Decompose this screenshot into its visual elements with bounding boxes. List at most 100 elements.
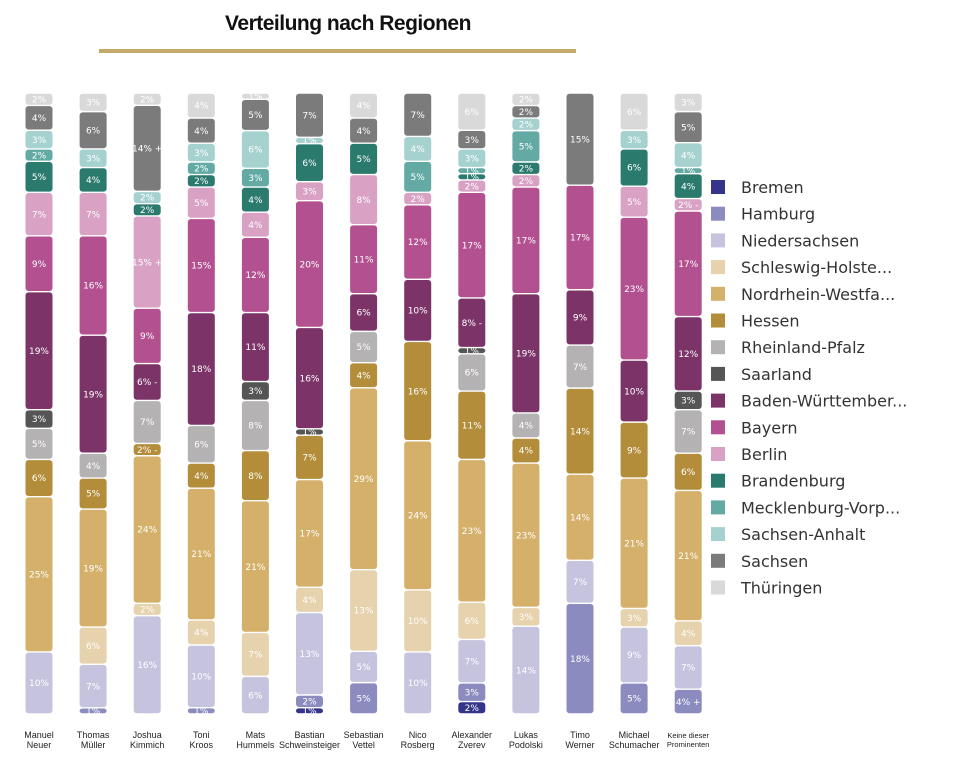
- legend-label: Hamburg: [741, 205, 815, 224]
- segment-value-label: 16%: [299, 374, 319, 384]
- category-label: Hummels: [236, 740, 275, 750]
- bar-segment: [458, 348, 486, 354]
- segment-value-label: 3%: [86, 154, 101, 164]
- bar-segment: [79, 112, 107, 149]
- bar-segment: [674, 621, 702, 645]
- bar-segment: [241, 99, 269, 130]
- segment-value-label: 6%: [627, 108, 642, 118]
- bar-segment: [620, 149, 648, 186]
- segment-value-label: 7%: [573, 363, 588, 373]
- category-label: Mats: [246, 730, 266, 740]
- segment-value-label: 21%: [678, 552, 698, 562]
- segment-value-label: 7%: [140, 418, 155, 428]
- bar-segment: [350, 332, 378, 363]
- category-label: Kimmich: [130, 740, 165, 750]
- legend-label: Schleswig-Holste...: [741, 258, 892, 277]
- category-label: Rosberg: [401, 740, 435, 750]
- bar-segment: [187, 463, 215, 488]
- segment-value-label: 6%: [465, 108, 480, 118]
- segment-value-label: 4%: [86, 176, 101, 186]
- bar-segment: [350, 225, 378, 294]
- bar-segment: [674, 93, 702, 111]
- segment-value-label: 4% +: [676, 698, 701, 708]
- category-label: Joshua: [133, 730, 162, 740]
- bar-segment: [512, 93, 540, 105]
- bar-segment: [458, 683, 486, 701]
- bar-segment: [25, 292, 53, 410]
- segment-value-label: 4%: [356, 127, 371, 137]
- category-label: Timo: [570, 730, 590, 740]
- legend-label: Thüringen: [740, 579, 822, 598]
- segment-value-label: 4%: [302, 596, 317, 606]
- segment-value-label: 4%: [194, 629, 209, 639]
- segment-value-label: 2%: [302, 698, 317, 708]
- bar-segment: [241, 633, 269, 676]
- segment-value-label: 3%: [465, 136, 480, 146]
- bar-segment: [566, 185, 594, 290]
- segment-value-label: 3%: [86, 99, 101, 109]
- bar-segment: [620, 627, 648, 683]
- bar-segment: [350, 651, 378, 682]
- segment-value-label: 4%: [248, 221, 263, 231]
- bar-segment: [296, 708, 323, 714]
- bar-segment: [404, 205, 432, 279]
- segment-value-label: 3%: [248, 387, 263, 397]
- category-label: Manuel: [24, 730, 54, 740]
- bar-segment: [25, 162, 53, 192]
- segment-value-label: 6%: [248, 146, 263, 156]
- bar-segment: [133, 216, 161, 308]
- segment-value-label: 6%: [302, 159, 317, 169]
- segment-value-label: 19%: [83, 564, 103, 574]
- segment-value-label: 6%: [86, 642, 101, 652]
- bar-segment: [620, 683, 648, 714]
- segment-value-label: 23%: [462, 527, 482, 537]
- segment-value-label: 3%: [465, 154, 480, 164]
- segment-value-label: 6%: [465, 617, 480, 627]
- segment-value-label: 1%: [194, 707, 209, 717]
- segment-value-label: 2%: [519, 164, 534, 174]
- legend-swatch: [711, 180, 725, 194]
- bar-segment: [133, 604, 161, 615]
- legend-swatch: [711, 447, 725, 461]
- segment-value-label: 17%: [678, 260, 698, 270]
- bar-segment: [296, 328, 323, 429]
- segment-value-label: 6%: [86, 126, 101, 136]
- segment-value-label: 17%: [462, 241, 482, 251]
- bar-segment: [350, 570, 378, 651]
- category-label: Schumacher: [609, 740, 660, 750]
- segment-value-label: 11%: [245, 343, 265, 353]
- segment-value-label: 4%: [681, 182, 696, 192]
- segment-value-label: 4%: [519, 447, 534, 457]
- bar-segment: [187, 219, 215, 312]
- segment-value-label: 1%: [302, 707, 317, 717]
- bar-segment: [25, 93, 53, 105]
- bar-segment: [458, 460, 486, 602]
- legend-label: Hessen: [741, 312, 800, 331]
- segment-value-label: 7%: [302, 111, 317, 121]
- segment-value-label: 7%: [681, 664, 696, 674]
- bar-segment: [674, 143, 702, 167]
- segment-value-label: 7%: [86, 210, 101, 220]
- category-label: Keine dieser: [667, 731, 709, 740]
- category-label: Podolski: [509, 740, 543, 750]
- bar-segment: [25, 236, 53, 292]
- bar-segment: [512, 608, 540, 626]
- bar-segment: [404, 441, 432, 590]
- bar-segment: [296, 587, 323, 612]
- segment-value-label: 4%: [681, 151, 696, 161]
- category-label: Nico: [409, 730, 427, 740]
- bar-segment: [566, 93, 594, 185]
- legend-swatch: [711, 500, 725, 515]
- legend-label: Saarland: [741, 365, 812, 384]
- bar-segment: [133, 364, 161, 400]
- bar-segment: [25, 652, 53, 714]
- segment-value-label: 3%: [627, 614, 642, 624]
- bar-segment: [296, 480, 323, 587]
- segment-value-label: 1%: [681, 167, 696, 177]
- legend-label: Berlin: [741, 445, 787, 464]
- segment-value-label: 2%: [194, 164, 209, 174]
- segment-value-label: 23%: [516, 531, 536, 541]
- segment-value-label: 23%: [624, 285, 644, 295]
- segment-value-label: 2%: [140, 206, 155, 216]
